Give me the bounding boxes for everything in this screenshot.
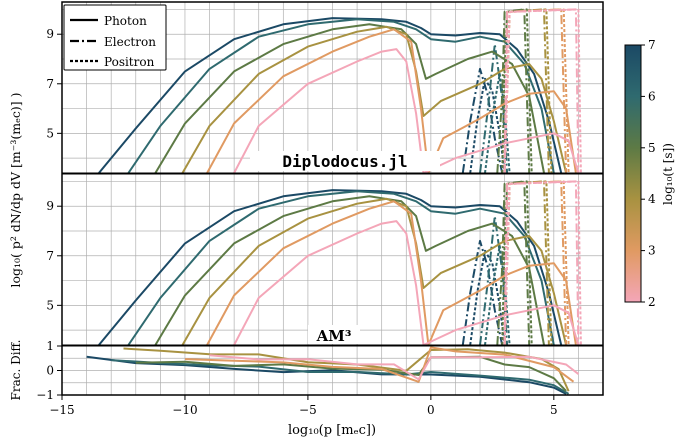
annotation-bg-top <box>250 151 440 171</box>
top-positron-line <box>503 8 582 173</box>
top-photon-line <box>98 17 563 173</box>
annotation-am3: AM³ <box>316 327 352 345</box>
top-positron-line <box>469 77 506 173</box>
x-axis-label: log₁₀(p [mₑc]) <box>288 423 376 438</box>
top-electron-line <box>479 43 509 173</box>
legend: Photon Electron Positron <box>63 4 167 71</box>
top-electron-line <box>496 8 531 173</box>
y-tick-label: 7 <box>46 77 54 91</box>
x-tick-label: −5 <box>299 403 317 417</box>
y-axis-label: log₁₀( p² dN/dp dV [m⁻³(mₑc)] ) <box>8 92 23 287</box>
middle-photon-line <box>233 220 580 345</box>
middle-positron-line <box>469 249 506 345</box>
ratio-tick-label: 1 <box>46 339 54 353</box>
top-panel-series <box>98 8 582 173</box>
colorbar-tick-label: 6 <box>648 89 656 103</box>
middle-electron-line <box>479 215 509 345</box>
middle-photon-line <box>127 190 555 345</box>
annotation-diplodocus: Diplodocus.jl <box>282 152 407 171</box>
ratio-photon-line <box>184 346 575 383</box>
x-tick-label: −15 <box>49 403 74 417</box>
y-tick-label: 5 <box>46 298 54 312</box>
middle-positron-line <box>503 180 582 345</box>
y-tick-label: 7 <box>46 249 54 263</box>
ratio-tick-label: 0 <box>46 364 54 378</box>
middle-electron-line <box>496 180 531 345</box>
ratio-photon-line <box>135 355 567 392</box>
colorbar-tick-label: 2 <box>648 295 656 309</box>
legend-photon: Photon <box>104 14 147 28</box>
y-tick-label: 9 <box>46 27 54 41</box>
annotation-bg-mid <box>308 325 360 344</box>
top-photon-line <box>127 18 555 173</box>
y-tick-label: 5 <box>46 126 54 140</box>
top-electron-line <box>503 8 580 173</box>
top-photon-line <box>206 28 577 173</box>
y-tick-label: 9 <box>46 199 54 213</box>
colorbar-tick-label: 7 <box>648 38 656 52</box>
middle-photon-line <box>98 189 563 345</box>
middle-electron-line <box>461 239 504 345</box>
x-tick-label: −10 <box>172 403 197 417</box>
top-photon-line <box>154 23 545 173</box>
middle-photon-line <box>154 195 545 345</box>
middle-panel-series <box>98 180 582 345</box>
ratio-tick-label: −1 <box>36 388 54 402</box>
ratio-photon-line <box>111 359 570 395</box>
legend-electron: Electron <box>104 35 156 49</box>
top-electron-line <box>461 67 504 173</box>
ratio-axis-label: Frac. Diff. <box>9 340 23 401</box>
top-photon-line <box>233 48 580 173</box>
x-tick-label: 5 <box>550 403 558 417</box>
colorbar-tick-label: 5 <box>648 141 656 155</box>
colorbar <box>624 44 642 303</box>
ratio-photon-line <box>209 354 580 381</box>
legend-positron: Positron <box>104 55 155 69</box>
colorbar-label: log₁₀(t [s]) <box>661 143 675 205</box>
bottom-panel-series <box>86 346 580 395</box>
middle-electron-line <box>503 180 580 345</box>
axes-frame <box>61 1 604 396</box>
legend-box <box>63 4 167 71</box>
colorbar-ticks: 2 3 4 5 6 7 <box>641 38 656 309</box>
x-tick-label: 0 <box>427 403 435 417</box>
colorbar-tick-label: 3 <box>648 244 656 258</box>
middle-photon-line <box>206 200 577 345</box>
colorbar-tick-label: 4 <box>648 192 656 206</box>
